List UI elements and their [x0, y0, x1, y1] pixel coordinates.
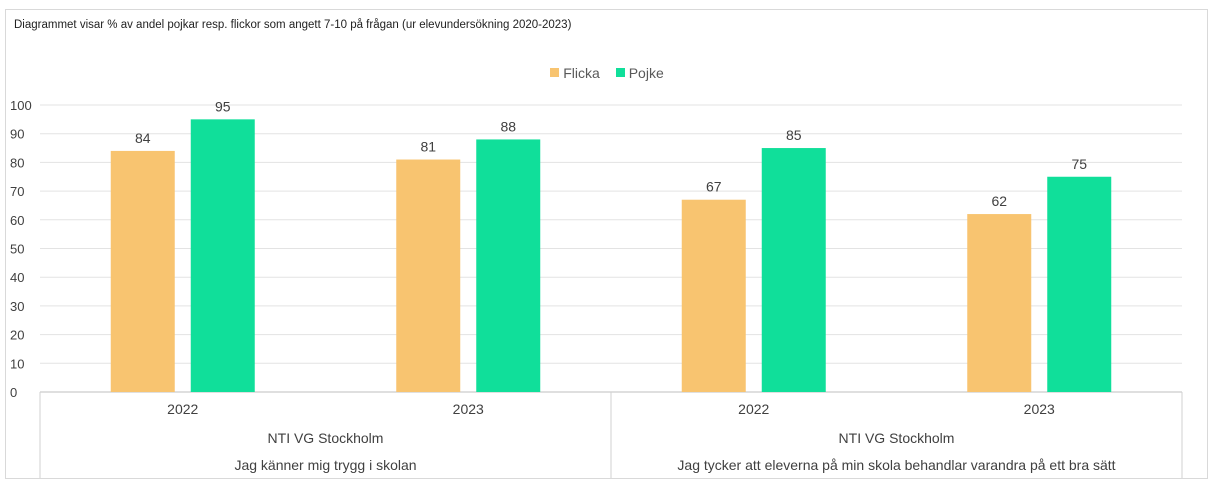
bar-flicka-2: [681, 199, 746, 392]
chart-title: Diagrammet visar % av andel pojkar resp.…: [14, 19, 572, 31]
bar-pojke-2: [761, 148, 826, 392]
y-tick-label: 60: [10, 213, 24, 228]
x-tick-label: 2023: [1024, 401, 1055, 417]
y-tick-label: 10: [10, 356, 24, 371]
y-tick-label: 90: [10, 127, 24, 142]
data-label: 81: [420, 139, 436, 155]
legend: Flicka Pojke: [0, 64, 1214, 81]
legend-item-pojke: Pojke: [615, 64, 664, 81]
group-label-school: NTI VG Stockholm: [839, 430, 955, 446]
group-label-question: Jag tycker att eleverna på min skola beh…: [677, 457, 1115, 473]
legend-swatch-pojke: [615, 68, 625, 77]
legend-label-flicka: Flicka: [563, 64, 600, 81]
data-label: 85: [786, 127, 802, 143]
y-tick-label: 100: [10, 98, 32, 113]
bar-pojke-3: [1047, 176, 1112, 392]
y-tick-label: 80: [10, 155, 24, 170]
x-tick-label: 2022: [167, 401, 198, 417]
x-tick-label: 2022: [738, 401, 769, 417]
group-label-school: NTI VG Stockholm: [268, 430, 384, 446]
legend-swatch-flicka: [550, 68, 560, 77]
y-tick-label: 40: [10, 270, 24, 285]
bar-pojke-1: [476, 139, 541, 392]
y-tick-label: 50: [10, 242, 24, 257]
data-label: 62: [991, 193, 1007, 209]
bar-flicka-1: [396, 159, 461, 392]
data-label: 67: [706, 179, 722, 195]
legend-label-pojke: Pojke: [628, 64, 664, 81]
bar-pojke-0: [190, 119, 255, 392]
bar-flicka-3: [967, 214, 1032, 392]
y-tick-label: 20: [10, 328, 24, 343]
data-label: 75: [1071, 156, 1087, 172]
y-tick-label: 70: [10, 184, 24, 199]
group-label-question: Jag känner mig trygg i skolan: [234, 457, 416, 473]
chart-frame: [5, 9, 1208, 479]
bar-flicka-0: [110, 150, 175, 392]
data-label: 95: [215, 98, 231, 114]
data-label: 84: [135, 130, 151, 146]
x-tick-label: 2023: [453, 401, 484, 417]
y-tick-label: 0: [10, 385, 17, 400]
y-tick-label: 30: [10, 299, 24, 314]
data-label: 88: [500, 118, 516, 134]
legend-item-flicka: Flicka: [550, 65, 600, 81]
